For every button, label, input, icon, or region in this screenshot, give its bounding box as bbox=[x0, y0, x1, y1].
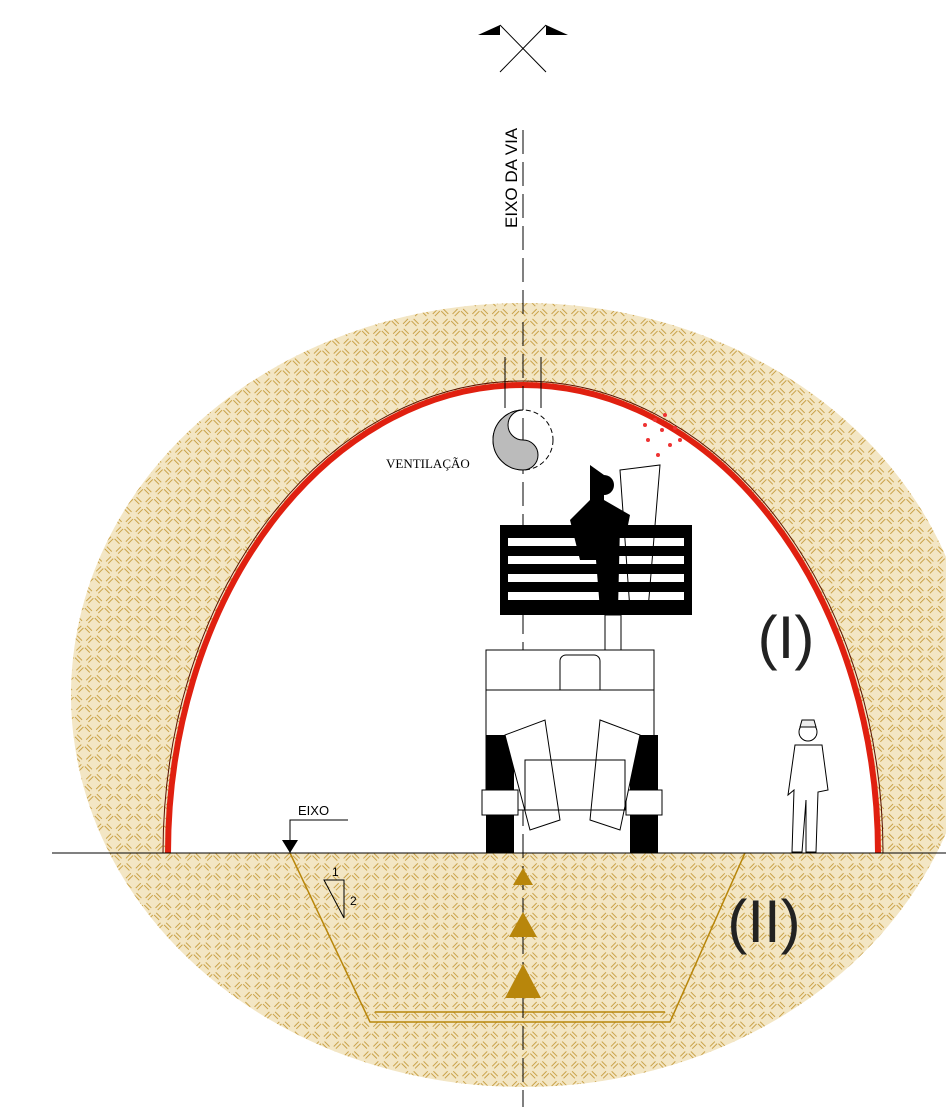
stage-2-label: (II) bbox=[727, 888, 800, 955]
page: {"labels": {"axis": "EIXO DA VIA", "vent… bbox=[0, 0, 946, 1107]
ventilation-label: VENTILAÇÃO bbox=[386, 456, 470, 471]
tunnel-section: EIXO DA VIA EIXO 1 2 (I) (II) VENTILAÇÃO bbox=[0, 0, 946, 1107]
slope-run: 2 bbox=[350, 894, 357, 908]
level-label: EIXO bbox=[298, 803, 329, 818]
slope-rise: 1 bbox=[332, 865, 339, 879]
stage-1-label: (I) bbox=[758, 604, 815, 671]
axis-label: EIXO DA VIA bbox=[502, 127, 521, 228]
axis-symbol bbox=[478, 25, 568, 72]
